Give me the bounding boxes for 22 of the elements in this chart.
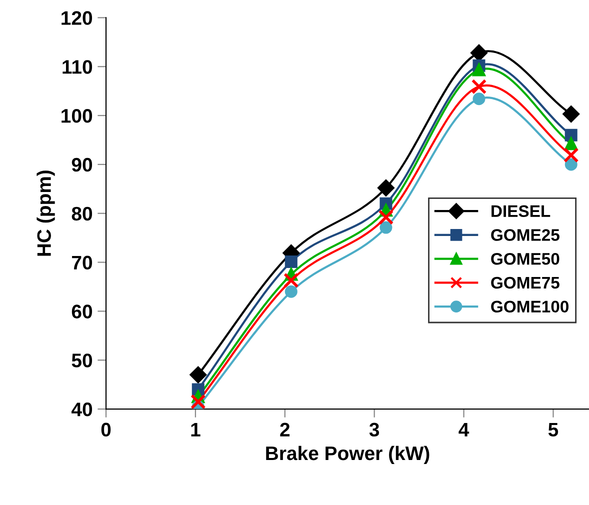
x-tick-label: 4	[458, 422, 470, 436]
y-axis-title: HC (ppm)	[36, 170, 55, 256]
legend-label: GOME50	[491, 253, 560, 265]
x-tick-label: 1	[191, 422, 200, 436]
y-tick-label: 40	[71, 402, 92, 416]
legend-label: GOME25	[491, 229, 560, 241]
legend-label: GOME75	[491, 276, 560, 289]
y-tick-label: 90	[72, 158, 92, 172]
x-axis-title: Brake Power (kW)	[266, 446, 430, 464]
y-tick-label: 50	[72, 354, 92, 368]
x-tick-label: 0	[101, 422, 111, 437]
y-tick-label: 120	[62, 11, 92, 25]
legend-label: DIESEL	[492, 205, 550, 218]
x-tick-label: 3	[369, 422, 380, 437]
x-tick-label: 2	[280, 422, 290, 436]
y-tick-label: 100	[62, 108, 92, 123]
y-tick-label: 70	[72, 256, 92, 270]
legend-label: GOME100	[491, 300, 568, 313]
x-tick-label: 5	[548, 422, 558, 437]
y-tick-label: 110	[62, 60, 92, 74]
y-tick-label: 80	[72, 206, 92, 221]
y-tick-label: 60	[72, 304, 92, 318]
